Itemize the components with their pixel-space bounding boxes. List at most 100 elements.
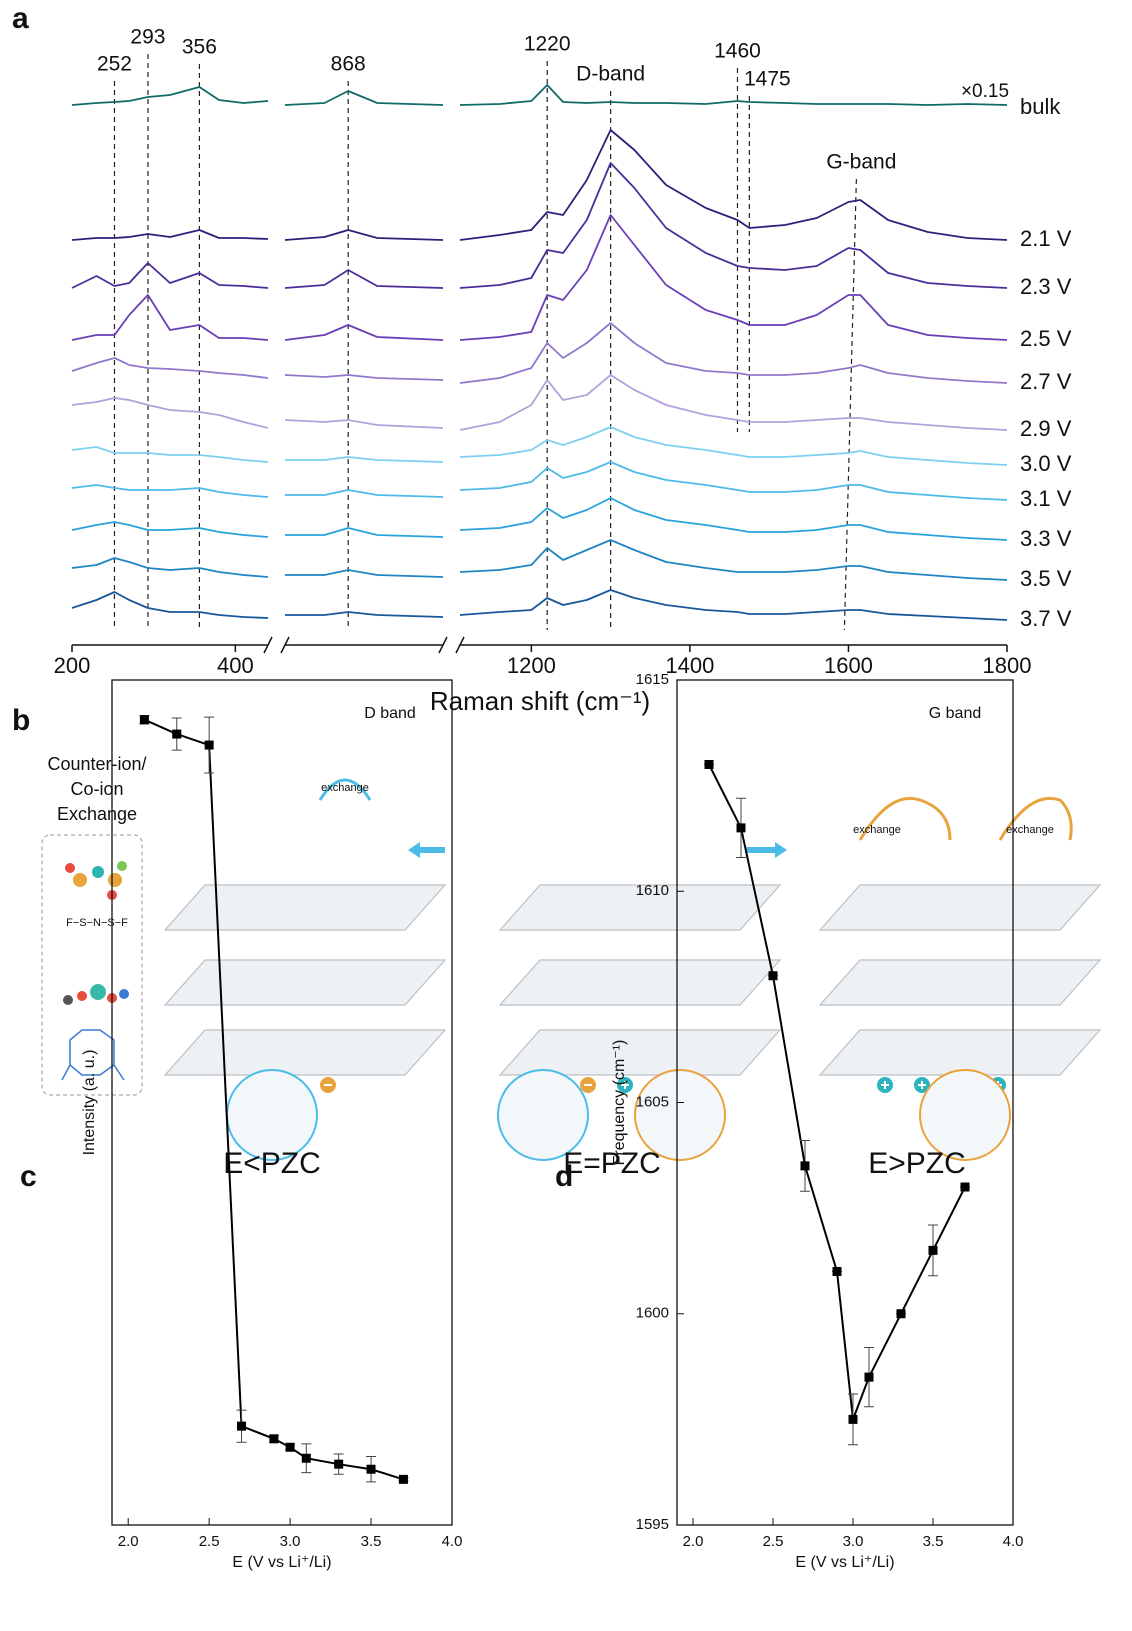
spectrum bbox=[284, 90, 444, 106]
peak-label: 1460 bbox=[714, 40, 761, 63]
x-tick-label: 1200 bbox=[507, 653, 556, 678]
graphene-sheet bbox=[818, 959, 1102, 1006]
diagram: Counter-ion/ Co-ion Exchange F−S−N−S−F e… bbox=[41, 754, 1102, 1180]
x-tick-label: 2.0 bbox=[118, 1533, 139, 1550]
series-label: 3.5 V bbox=[1020, 566, 1072, 591]
graphene-sheet bbox=[163, 959, 447, 1006]
data-point bbox=[704, 760, 714, 769]
x-tick-label: 3.0 bbox=[280, 1533, 301, 1550]
x-tick-label: 3.5 bbox=[923, 1533, 944, 1550]
data-point bbox=[736, 823, 746, 833]
spectrum bbox=[71, 446, 269, 463]
spectrum bbox=[71, 294, 269, 341]
spectrum bbox=[71, 357, 269, 379]
series-label: 3.7 V bbox=[1020, 606, 1072, 631]
graphene-sheet bbox=[818, 884, 1102, 931]
band-line bbox=[843, 178, 857, 631]
spectrum bbox=[459, 322, 1008, 384]
inset-label: G band bbox=[929, 705, 981, 722]
data-point bbox=[928, 1245, 938, 1255]
x-tick-label: 400 bbox=[217, 653, 254, 678]
crown-ether-icon bbox=[61, 1029, 125, 1081]
spectrum bbox=[71, 229, 269, 241]
x-tick-label: 1800 bbox=[983, 653, 1032, 678]
spectrum bbox=[71, 591, 269, 619]
state-label: E=PZC bbox=[563, 1147, 661, 1180]
legend-title: Counter-ion/ bbox=[47, 754, 146, 774]
data-point bbox=[285, 1442, 295, 1452]
data-point bbox=[832, 1267, 842, 1276]
spectrum bbox=[71, 557, 269, 578]
graphene-sheet bbox=[498, 959, 782, 1006]
cation-icon bbox=[63, 984, 129, 1005]
spectrum bbox=[459, 539, 1008, 581]
y-tick-label: 1615 bbox=[636, 671, 669, 688]
spectrum bbox=[459, 497, 1008, 541]
exchange-label: exchange bbox=[321, 782, 369, 794]
spectrum bbox=[71, 521, 269, 538]
data-point bbox=[237, 1421, 247, 1431]
x-tick-label: 200 bbox=[54, 653, 91, 678]
spectrum bbox=[285, 489, 444, 498]
spectrum bbox=[459, 162, 1008, 289]
anion-icon bbox=[65, 861, 127, 900]
exchange-label: exchange bbox=[1006, 824, 1054, 836]
peak-label: 252 bbox=[97, 53, 132, 76]
x-tick-label: 3.5 bbox=[361, 1533, 382, 1550]
x-axis-label: E (V vs Li⁺/Li) bbox=[232, 1554, 331, 1571]
arrow-head bbox=[408, 842, 420, 858]
axis-break bbox=[263, 636, 290, 654]
spectrum bbox=[71, 262, 269, 289]
spectrum bbox=[459, 461, 1008, 501]
series-label: bulk bbox=[1020, 94, 1061, 119]
data-point bbox=[896, 1309, 906, 1319]
series-label: 2.5 V bbox=[1020, 326, 1072, 351]
peak-label: 356 bbox=[182, 36, 217, 59]
panel-label: a bbox=[12, 2, 29, 35]
series-label: 2.3 V bbox=[1020, 274, 1072, 299]
panel-label: b bbox=[12, 704, 30, 737]
graphene-sheet bbox=[498, 884, 782, 931]
data-point bbox=[960, 1182, 970, 1192]
y-axis-label: Intensity (a. u.) bbox=[81, 1050, 98, 1156]
plot-frame bbox=[111, 679, 453, 1526]
x-axis-label: Raman shift (cm⁻¹) bbox=[430, 686, 650, 716]
spectrum bbox=[285, 611, 444, 618]
spectrum bbox=[284, 229, 444, 241]
band-label: D-band bbox=[576, 63, 645, 86]
y-axis-label: Frequency (cm⁻¹) bbox=[611, 1040, 628, 1166]
x-tick-label: 1600 bbox=[824, 653, 873, 678]
series-label: 2.7 V bbox=[1020, 369, 1072, 394]
data-point bbox=[269, 1434, 279, 1444]
data-line bbox=[143, 718, 404, 1481]
peak-label: 868 bbox=[331, 53, 366, 76]
legend-title: Co-ion bbox=[70, 779, 123, 799]
x-tick-label: 3.0 bbox=[843, 1533, 864, 1550]
data-point bbox=[848, 1414, 858, 1424]
x-axis-label: E (V vs Li⁺/Li) bbox=[795, 1554, 894, 1571]
spectrum bbox=[71, 86, 269, 106]
panel-label: d bbox=[555, 1160, 573, 1193]
charge-sign bbox=[918, 1081, 926, 1089]
panel-label: c bbox=[20, 1160, 37, 1193]
peak-label: 1475 bbox=[744, 68, 791, 91]
peak-label: 1220 bbox=[524, 33, 571, 56]
zoom-circle bbox=[497, 1069, 589, 1161]
arrow-head bbox=[775, 842, 787, 858]
peak-label: 293 bbox=[130, 26, 165, 49]
y-tick-label: 1605 bbox=[636, 1093, 669, 1110]
spectrum bbox=[459, 84, 1008, 106]
spectrum bbox=[71, 484, 269, 498]
graphene-sheet bbox=[163, 1029, 447, 1076]
charge-sign bbox=[621, 1081, 629, 1089]
band-label: G-band bbox=[826, 151, 896, 174]
series-label: 3.1 V bbox=[1020, 486, 1072, 511]
x-tick-label: 2.0 bbox=[683, 1533, 704, 1550]
spectrum bbox=[284, 419, 444, 429]
spectrum bbox=[459, 589, 1008, 621]
y-tick-label: 1600 bbox=[636, 1305, 669, 1322]
charge-sign bbox=[881, 1081, 889, 1089]
spectrum bbox=[285, 569, 444, 578]
